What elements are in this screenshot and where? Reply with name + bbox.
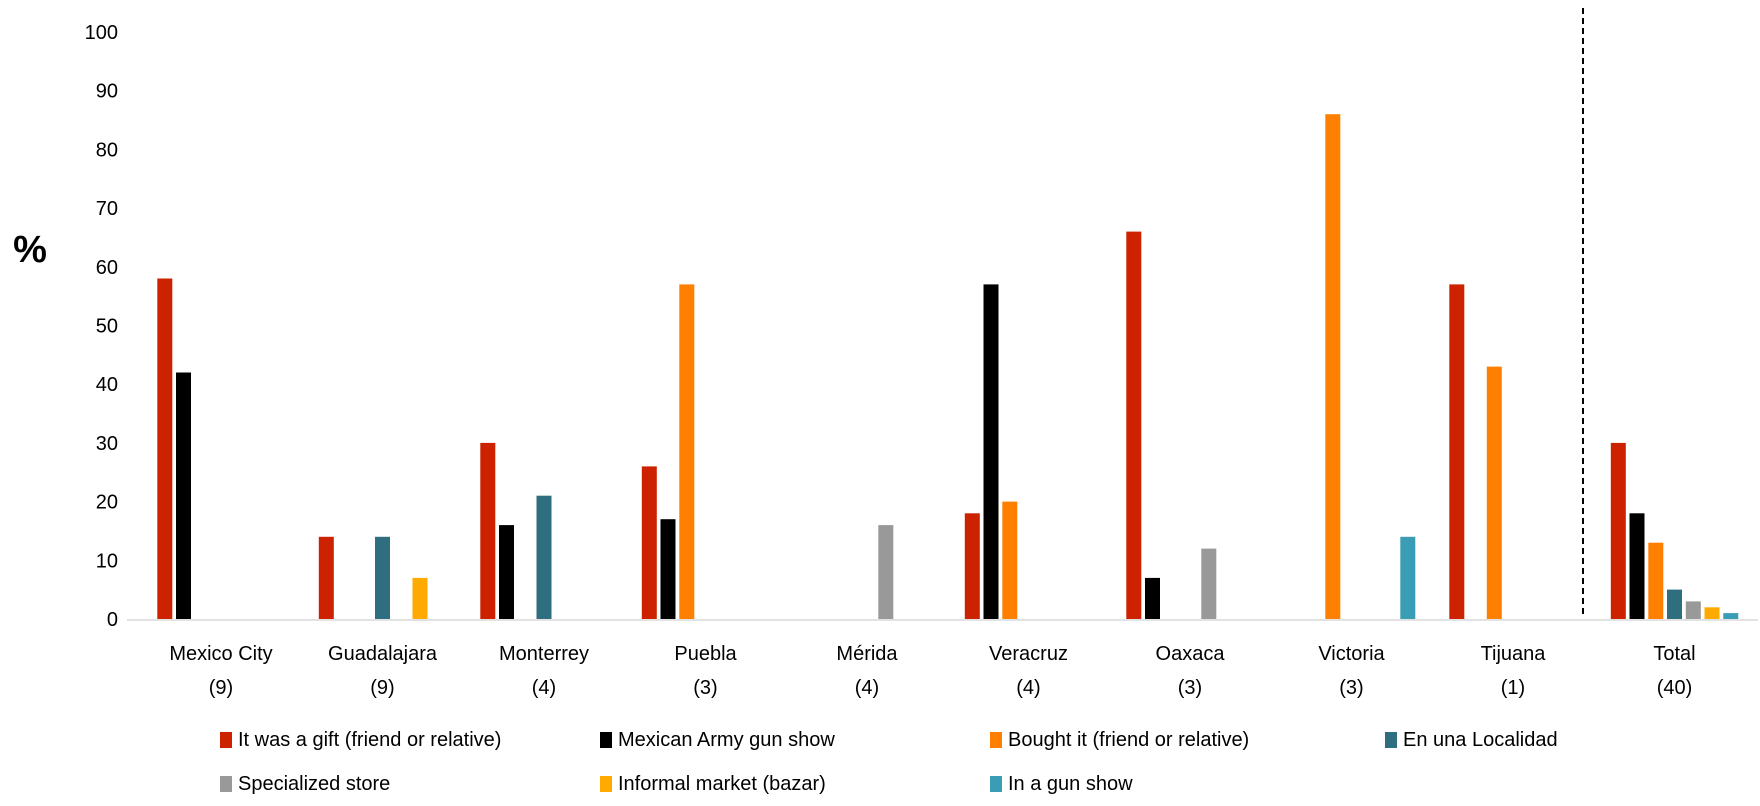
x-axis-categories: Mexico City (9) Guadalajara (9) Monterrey (4)…	[169, 643, 1695, 699]
bar	[1667, 589, 1682, 619]
bar	[983, 284, 999, 619]
bar	[176, 372, 191, 619]
legend-item-gift: It was a gift (friend or relative)	[220, 729, 600, 752]
bar	[1126, 231, 1142, 619]
bar	[412, 577, 428, 619]
legend-item-bought: Bought it (friend or relative)	[990, 729, 1385, 752]
bar	[1002, 501, 1018, 619]
bar	[157, 278, 173, 619]
legend-label: En una Localidad	[1403, 728, 1558, 751]
legend-label: Specialized store	[238, 772, 391, 795]
bar	[679, 284, 695, 619]
bars	[157, 114, 1739, 619]
x-category-label: Monterrey	[499, 643, 589, 665]
bar	[375, 536, 390, 619]
legend-label: Informal market (bazar)	[618, 772, 826, 795]
y-tick-label: 100	[85, 22, 118, 44]
bar	[499, 525, 514, 619]
legend-swatch	[600, 776, 612, 792]
x-category-label: Victoria	[1318, 643, 1385, 665]
bar	[660, 519, 676, 619]
x-category-count: (9)	[370, 677, 394, 699]
y-tick-label: 80	[96, 139, 118, 161]
legend-item-specialized-store: Specialized store	[220, 773, 600, 796]
legend-swatch	[1385, 732, 1397, 748]
x-category-count: (4)	[1016, 677, 1040, 699]
y-tick-label: 10	[96, 550, 118, 572]
legend: It was a gift (friend or relative) Mexic…	[220, 718, 1760, 806]
x-category-label: Mérida	[836, 643, 898, 665]
legend-swatch	[990, 776, 1002, 792]
x-category-count: (3)	[1178, 677, 1202, 699]
bar	[878, 525, 894, 619]
x-category-label: Veracruz	[989, 643, 1068, 665]
bar	[964, 513, 980, 619]
bar	[536, 495, 552, 619]
x-category-label: Mexico City	[169, 643, 272, 665]
y-tick-label: 70	[96, 198, 118, 220]
x-category-label: Oaxaca	[1156, 643, 1226, 665]
legend-item-gun-show: In a gun show	[990, 773, 1385, 796]
legend-item-localidad: En una Localidad	[1385, 729, 1735, 752]
legend-item-informal-market: Informal market (bazar)	[600, 773, 990, 796]
bar	[1201, 548, 1217, 619]
bar	[1704, 607, 1720, 619]
y-tick-label: 20	[96, 492, 118, 514]
y-tick-label: 90	[96, 81, 118, 103]
y-tick-label: 0	[107, 609, 118, 631]
x-category-label: Puebla	[674, 643, 737, 665]
legend-row-2: Specialized store Informal market (bazar…	[220, 762, 1760, 806]
x-category-count: (1)	[1501, 677, 1525, 699]
x-category-count: (4)	[855, 677, 879, 699]
legend-swatch	[220, 776, 232, 792]
x-category-count: (9)	[209, 677, 233, 699]
bar	[1610, 442, 1626, 619]
bar	[1685, 601, 1701, 619]
x-category-count: (3)	[693, 677, 717, 699]
legend-swatch	[220, 732, 232, 748]
bar	[480, 442, 496, 619]
legend-label: In a gun show	[1008, 772, 1133, 795]
bar	[1325, 114, 1341, 619]
bar	[1449, 284, 1465, 619]
x-category-count: (3)	[1339, 677, 1363, 699]
x-category-label: Tijuana	[1481, 643, 1547, 665]
bar-chart: 0 10 20 30 40 50 60 70 80 90 100 % Mexico City (9) G…	[13, 8, 1758, 699]
y-tick-label: 30	[96, 433, 118, 455]
x-category-count: (4)	[532, 677, 556, 699]
legend-label: Mexican Army gun show	[618, 728, 835, 751]
bar	[1648, 542, 1664, 619]
bar	[318, 536, 334, 619]
y-tick-label: 40	[96, 374, 118, 396]
bar	[641, 466, 657, 619]
y-axis-ticks: 0 10 20 30 40 50 60 70 80 90 100	[85, 22, 118, 631]
legend-swatch	[990, 732, 1002, 748]
legend-label: Bought it (friend or relative)	[1008, 728, 1250, 751]
x-category-count: (40)	[1657, 677, 1693, 699]
x-category-label: Total	[1653, 643, 1695, 665]
legend-row-1: It was a gift (friend or relative) Mexic…	[220, 718, 1760, 762]
bar	[1486, 366, 1502, 619]
x-category-label: Guadalajara	[328, 643, 438, 665]
legend-item-army-gun-show: Mexican Army gun show	[600, 729, 990, 752]
y-tick-label: 60	[96, 257, 118, 279]
bar	[1723, 613, 1739, 619]
bar	[1629, 513, 1645, 619]
legend-swatch	[600, 732, 612, 748]
bar	[1145, 577, 1160, 619]
y-axis-label: %	[13, 229, 47, 271]
y-tick-label: 50	[96, 316, 118, 338]
legend-label: It was a gift (friend or relative)	[238, 728, 502, 751]
bar	[1400, 536, 1416, 619]
